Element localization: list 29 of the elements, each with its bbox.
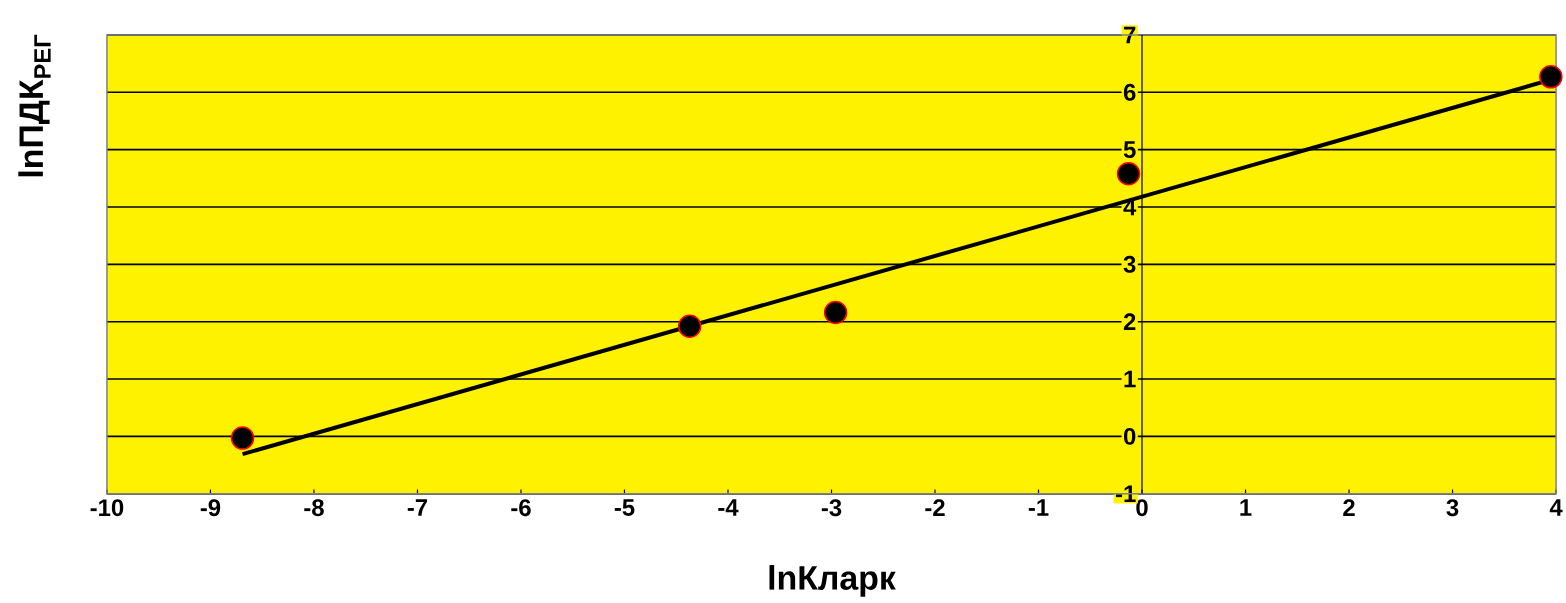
y-tick-label: 1 xyxy=(1124,370,1136,388)
y-tick-label: 6 xyxy=(1123,84,1136,101)
x-tick-label: -3 xyxy=(821,499,842,517)
x-tick-label: -9 xyxy=(200,499,221,517)
x-axis-title: lnКларк xyxy=(769,565,896,597)
x-tick-label: 2 xyxy=(1343,499,1355,517)
x-tick-label: -8 xyxy=(304,499,324,517)
x-tick-label: 3 xyxy=(1446,499,1459,517)
point xyxy=(677,314,702,339)
point xyxy=(230,426,255,451)
x-tick-label: -10 xyxy=(90,499,124,517)
x-tick-label: 1 xyxy=(1240,499,1252,516)
x-tick-label: -7 xyxy=(407,499,428,516)
x-tick-label: -4 xyxy=(718,499,739,516)
x-tick-label: -1 xyxy=(1028,499,1049,516)
x-tick-label: 0 xyxy=(1136,499,1148,517)
x-tick-label: 4 xyxy=(1549,499,1563,516)
y-tick-label: 5 xyxy=(1123,141,1136,159)
x-tick-label: -5 xyxy=(614,499,635,517)
y-tick-label: 3 xyxy=(1123,256,1136,273)
y-tick-label: 7 xyxy=(1124,26,1136,44)
y-tick-label: -1 xyxy=(1116,485,1136,503)
point xyxy=(823,300,848,325)
point xyxy=(1116,162,1141,186)
y-axis-title: lnПДК$_{РЕГ}$ xyxy=(18,35,51,177)
x-tick-label: -6 xyxy=(511,499,531,517)
y-tick-label: 0 xyxy=(1123,428,1136,445)
y-tick-label: 2 xyxy=(1123,313,1136,331)
x-tick-label: -2 xyxy=(925,499,945,517)
